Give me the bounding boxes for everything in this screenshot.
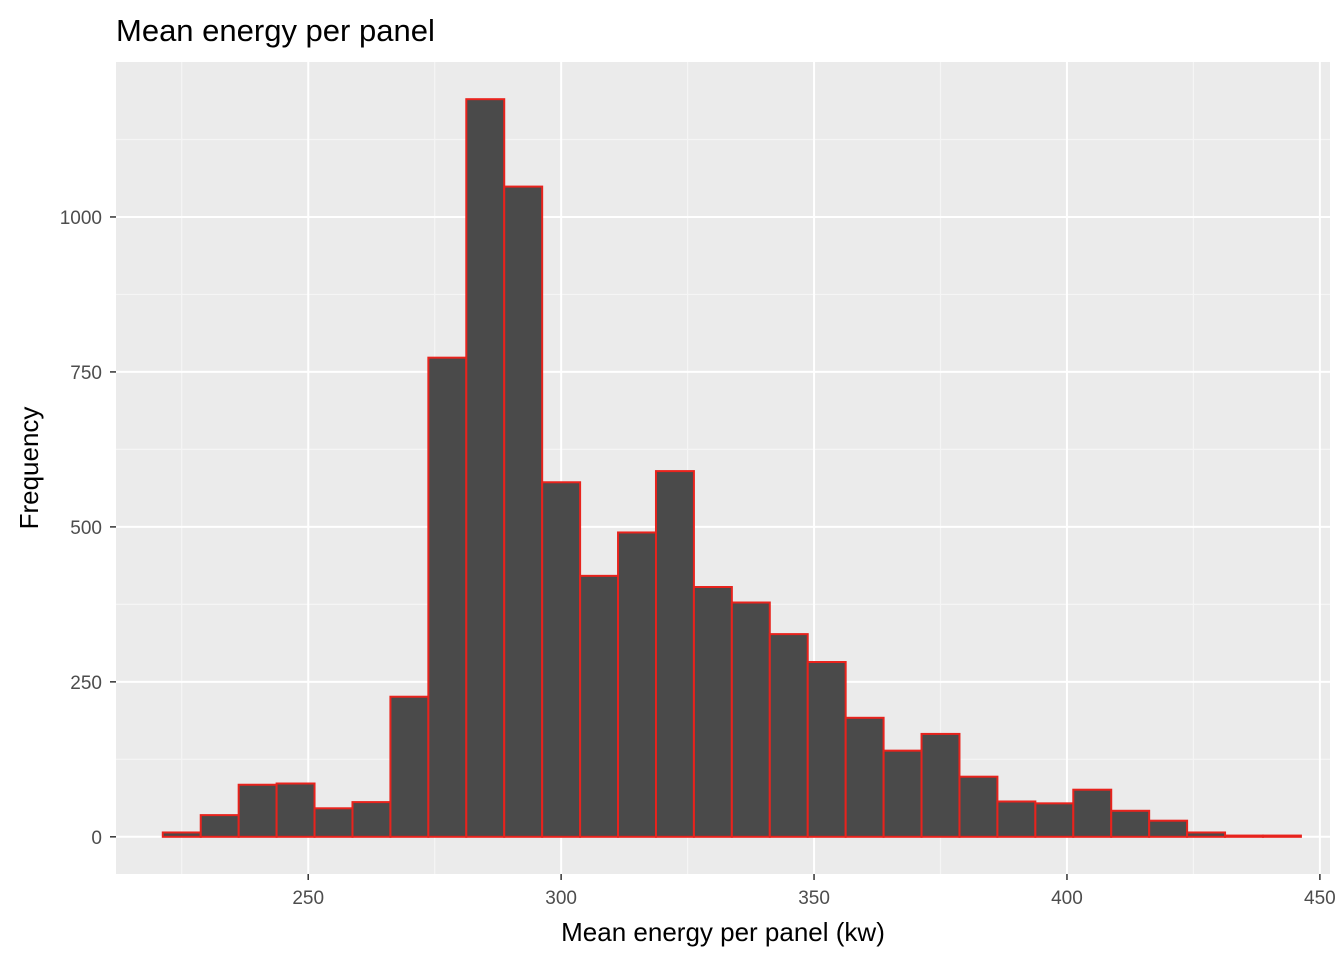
histogram-bar: [1072, 788, 1113, 838]
histogram-bar: [541, 481, 582, 838]
histogram-bar: [730, 601, 771, 838]
y-tick-label: 750: [70, 363, 102, 384]
x-tick-label: 400: [1051, 888, 1083, 909]
histogram-bar: [617, 531, 657, 838]
histogram-bar: [161, 831, 202, 838]
histogram-bar: [579, 574, 620, 838]
histogram-bar: [1034, 802, 1075, 838]
histogram-bar: [1261, 834, 1302, 838]
chart-title: Mean energy per panel: [116, 13, 435, 48]
y-axis-title: Frequency: [14, 407, 44, 530]
histogram-bar: [844, 716, 885, 838]
histogram-bar: [199, 814, 240, 838]
histogram-bar: [768, 633, 809, 838]
x-axis-title: Mean energy per panel (kw): [561, 917, 885, 947]
histogram-bar: [313, 807, 354, 838]
y-tick-label: 250: [70, 673, 102, 694]
x-axis: 250 300 350 400 450: [292, 874, 1336, 909]
histogram-bar: [237, 783, 278, 838]
histogram-bar: [351, 801, 392, 838]
x-tick-label: 450: [1304, 888, 1336, 909]
histogram-bar: [465, 98, 506, 838]
histogram-bars: [161, 98, 1302, 838]
histogram-bar: [692, 586, 733, 838]
y-tick-label: 500: [70, 518, 102, 539]
histogram-bar: [920, 732, 961, 838]
histogram-bar: [503, 185, 544, 838]
histogram-bar: [882, 749, 923, 838]
y-tick-label: 0: [91, 828, 102, 849]
grid-lines: [116, 62, 1330, 874]
x-tick-label: 250: [292, 888, 324, 909]
histogram-bar: [806, 661, 847, 838]
x-tick-label: 350: [798, 888, 830, 909]
y-tick-label: 1000: [60, 208, 102, 229]
histogram-bar: [654, 470, 695, 838]
histogram-bar: [1110, 809, 1151, 838]
histogram-bar: [996, 800, 1037, 838]
histogram-bar: [275, 782, 316, 838]
x-tick-label: 300: [545, 888, 577, 909]
histogram-bar: [1148, 819, 1189, 838]
histogram-bar: [1224, 834, 1264, 838]
histogram-bar: [427, 356, 468, 838]
histogram-bar: [958, 775, 999, 838]
histogram-bar: [1186, 831, 1227, 838]
histogram-bar: [389, 695, 430, 838]
y-axis: 0 250 500 750 1000: [60, 208, 116, 849]
